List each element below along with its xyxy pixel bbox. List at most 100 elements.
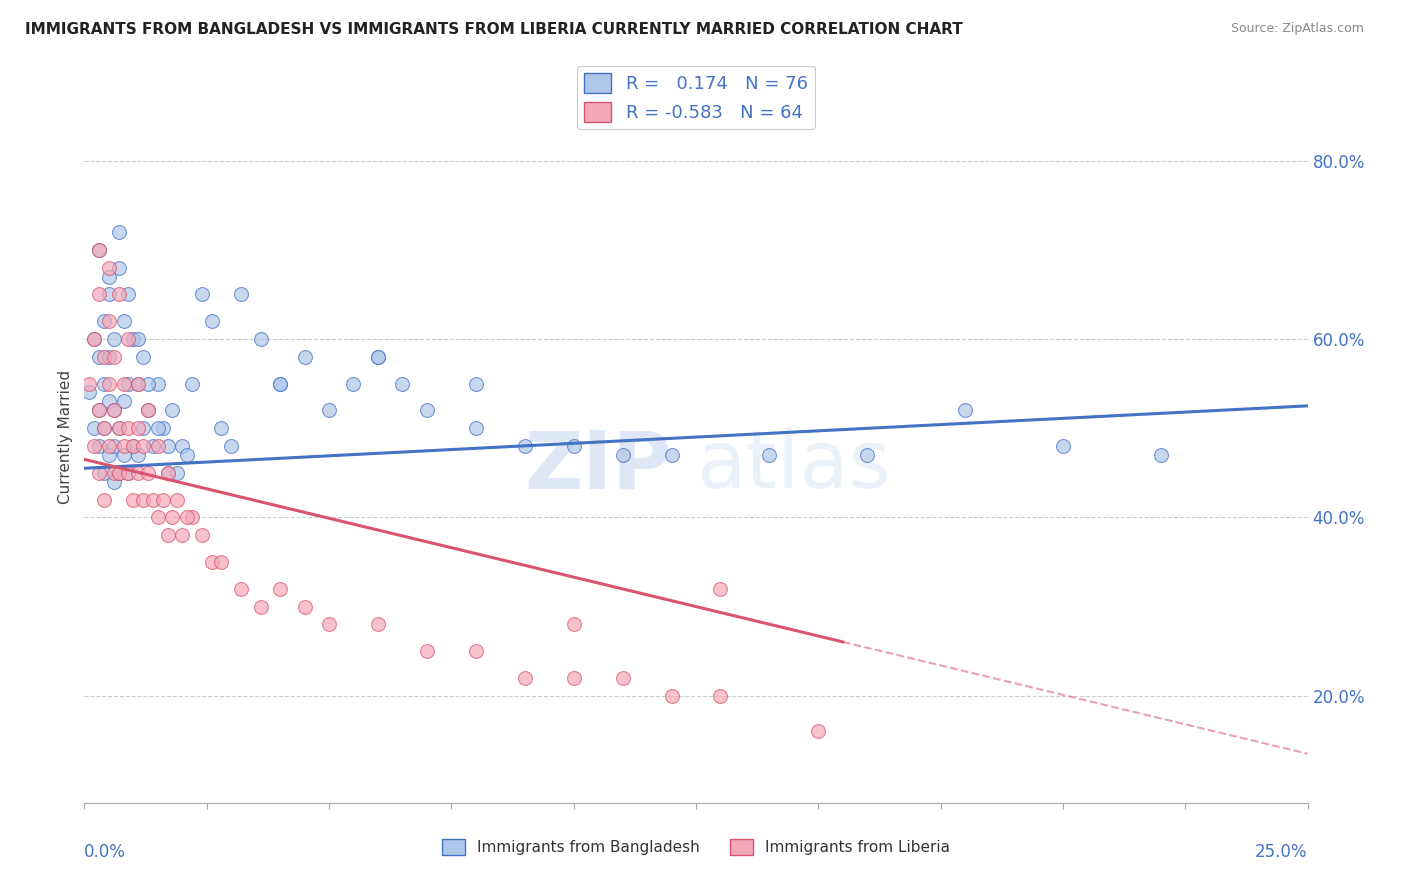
Point xyxy=(612,671,634,685)
Point xyxy=(107,466,129,480)
Point xyxy=(229,287,252,301)
Point xyxy=(142,439,165,453)
Text: ZIP: ZIP xyxy=(524,427,672,506)
Point xyxy=(93,314,115,328)
Point xyxy=(146,421,169,435)
Point xyxy=(136,403,159,417)
Point xyxy=(416,403,439,417)
Point xyxy=(93,421,115,435)
Point xyxy=(112,394,135,409)
Point xyxy=(83,332,105,346)
Point xyxy=(103,439,125,453)
Point xyxy=(107,466,129,480)
Point xyxy=(152,421,174,435)
Point xyxy=(127,421,149,435)
Point xyxy=(166,466,188,480)
Point xyxy=(513,439,536,453)
Point xyxy=(562,617,585,632)
Point xyxy=(191,528,214,542)
Y-axis label: Currently Married: Currently Married xyxy=(58,370,73,504)
Point xyxy=(269,376,291,391)
Point xyxy=(136,376,159,391)
Point xyxy=(112,314,135,328)
Point xyxy=(200,314,222,328)
Point xyxy=(83,439,105,453)
Point xyxy=(117,332,139,346)
Point xyxy=(367,350,389,364)
Point xyxy=(200,555,222,569)
Point xyxy=(294,599,316,614)
Point xyxy=(83,332,105,346)
Point xyxy=(112,376,135,391)
Point xyxy=(93,466,115,480)
Point xyxy=(709,689,731,703)
Point xyxy=(464,376,486,391)
Point xyxy=(709,582,731,596)
Point xyxy=(103,466,125,480)
Point xyxy=(162,403,184,417)
Point xyxy=(856,448,879,462)
Point xyxy=(97,394,120,409)
Point xyxy=(87,403,110,417)
Point xyxy=(127,466,149,480)
Point xyxy=(103,332,125,346)
Point xyxy=(122,492,145,507)
Point xyxy=(166,492,188,507)
Point xyxy=(318,617,340,632)
Point xyxy=(87,350,110,364)
Point xyxy=(146,439,169,453)
Point xyxy=(132,439,155,453)
Point xyxy=(562,671,585,685)
Point xyxy=(156,528,179,542)
Text: 0.0%: 0.0% xyxy=(84,843,127,861)
Point xyxy=(661,689,683,703)
Point xyxy=(117,376,139,391)
Point xyxy=(191,287,214,301)
Point xyxy=(87,243,110,257)
Point xyxy=(97,350,120,364)
Point xyxy=(1150,448,1173,462)
Point xyxy=(269,376,291,391)
Point xyxy=(391,376,413,391)
Point xyxy=(132,350,155,364)
Point xyxy=(367,350,389,364)
Point xyxy=(142,492,165,507)
Point xyxy=(87,243,110,257)
Point xyxy=(87,466,110,480)
Point xyxy=(97,269,120,284)
Point xyxy=(269,582,291,596)
Point xyxy=(146,376,169,391)
Point xyxy=(156,439,179,453)
Point xyxy=(83,421,105,435)
Text: 25.0%: 25.0% xyxy=(1256,843,1308,861)
Point xyxy=(229,582,252,596)
Point xyxy=(107,260,129,275)
Point xyxy=(416,644,439,658)
Point xyxy=(103,403,125,417)
Point xyxy=(176,510,198,524)
Point xyxy=(107,421,129,435)
Point xyxy=(127,332,149,346)
Point xyxy=(172,439,194,453)
Point xyxy=(209,421,232,435)
Point xyxy=(97,448,120,462)
Point xyxy=(122,439,145,453)
Point xyxy=(156,466,179,480)
Point xyxy=(97,376,120,391)
Point xyxy=(87,287,110,301)
Point xyxy=(136,466,159,480)
Point xyxy=(181,376,204,391)
Point xyxy=(172,528,194,542)
Point xyxy=(127,376,149,391)
Point xyxy=(117,466,139,480)
Text: IMMIGRANTS FROM BANGLADESH VS IMMIGRANTS FROM LIBERIA CURRENTLY MARRIED CORRELAT: IMMIGRANTS FROM BANGLADESH VS IMMIGRANTS… xyxy=(25,22,963,37)
Point xyxy=(953,403,976,417)
Point xyxy=(93,492,115,507)
Point xyxy=(97,260,120,275)
Point xyxy=(127,448,149,462)
Point xyxy=(97,314,120,328)
Point xyxy=(107,421,129,435)
Point xyxy=(132,421,155,435)
Point xyxy=(146,510,169,524)
Point xyxy=(1052,439,1074,453)
